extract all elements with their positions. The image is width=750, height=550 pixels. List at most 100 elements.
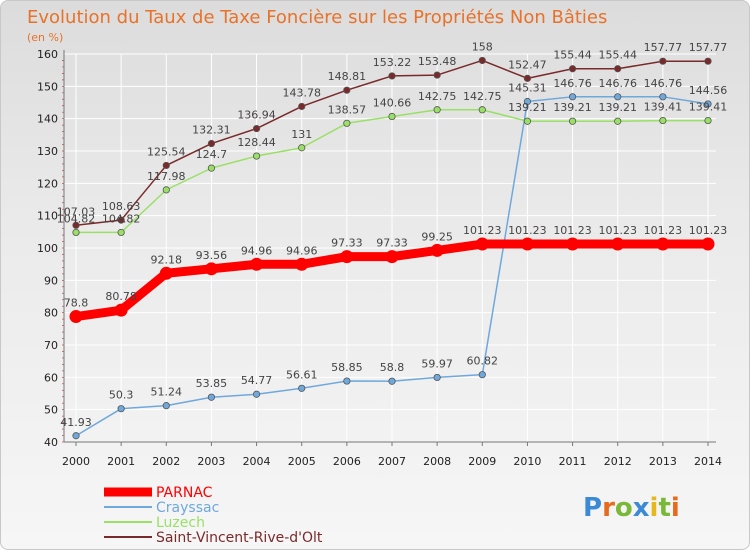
data-label: 144.56 (689, 84, 728, 97)
series-point-Luzech (614, 117, 622, 125)
x-tick-label: 2013 (649, 455, 677, 468)
data-label: 107.03 (57, 205, 96, 218)
data-label: 139.21 (508, 101, 547, 114)
data-label: 94.96 (241, 244, 273, 257)
data-label: 138.57 (328, 103, 367, 116)
series-point-Saint-Vincent-Rive-d'Olt (478, 56, 486, 65)
series-point-Crayssac (433, 373, 441, 382)
series-point-Luzech (388, 112, 396, 121)
data-label: 157.77 (689, 41, 728, 54)
data-label: 93.56 (196, 249, 228, 262)
series-point-Luzech (478, 106, 486, 114)
series-point-PARNAC (520, 237, 534, 251)
x-tick-label: 2005 (288, 455, 316, 468)
data-label: 101.23 (598, 224, 637, 237)
x-tick-label: 2008 (423, 455, 451, 468)
data-label: 104.82 (102, 212, 141, 225)
series-point-PARNAC (566, 237, 580, 251)
data-label: 117.98 (147, 170, 186, 183)
data-label: 99.25 (421, 230, 453, 243)
series-point-Luzech (659, 116, 667, 125)
data-label: 142.75 (418, 90, 457, 103)
data-label: 101.23 (644, 224, 683, 237)
series-point-Crayssac (614, 93, 622, 101)
y-tick-label: 60 (44, 371, 58, 384)
data-label: 101.23 (508, 224, 547, 237)
data-label: 97.33 (376, 237, 408, 250)
data-label: 143.78 (282, 86, 321, 99)
data-label: 94.96 (286, 244, 318, 257)
series-point-Saint-Vincent-Rive-d'Olt (704, 57, 712, 65)
data-label: 101.23 (463, 224, 502, 237)
data-label: 104.82 (57, 212, 96, 225)
series-point-Crayssac (298, 384, 306, 392)
series-point-Crayssac (704, 100, 712, 108)
series-point-Luzech (162, 186, 170, 194)
data-label: 56.61 (286, 368, 318, 381)
series-point-PARNAC (611, 237, 625, 251)
x-tick-label: 2002 (152, 455, 180, 468)
series-group (69, 56, 715, 440)
series-point-Crayssac (568, 93, 577, 101)
series-point-Luzech (568, 117, 577, 125)
y-tick-label: 40 (44, 436, 58, 449)
data-label: 92.18 (151, 253, 183, 266)
x-tick-label: 2006 (333, 455, 361, 468)
series-point-Luzech (298, 144, 306, 152)
data-label: 80.78 (105, 290, 137, 303)
legend-label-Crayssac: Crayssac (156, 500, 219, 516)
legend-label-PARNAC: PARNAC (156, 485, 213, 501)
data-label: 58.8 (380, 361, 405, 374)
series-point-PARNAC (250, 257, 264, 271)
x-tick-label: 2012 (604, 455, 632, 468)
data-label: 146.76 (553, 77, 592, 90)
data-label: 136.94 (237, 109, 276, 122)
series-point-Saint-Vincent-Rive-d'Olt (252, 124, 261, 133)
series-point-Saint-Vincent-Rive-d'Olt (207, 139, 216, 148)
data-label: 101.23 (689, 224, 728, 237)
data-label: 128.44 (237, 136, 276, 149)
data-label: 101.23 (553, 224, 592, 237)
y-tick-label: 100 (37, 242, 58, 255)
series-point-PARNAC (701, 237, 715, 251)
data-label: 155.44 (598, 49, 637, 62)
series-point-Crayssac (659, 93, 667, 101)
data-label: 145.31 (508, 81, 547, 94)
chart-title: Evolution du Taux de Taxe Foncière sur l… (27, 7, 607, 28)
data-label: 139.41 (689, 101, 728, 114)
data-label: 152.47 (508, 58, 547, 71)
data-label: 139.41 (644, 101, 683, 114)
legend-label-Saint-Vincent-Rive-d'Olt: Saint-Vincent-Rive-d'Olt (156, 530, 323, 546)
series-point-PARNAC (656, 237, 670, 251)
y-tick-label: 80 (44, 307, 58, 320)
series-point-PARNAC (69, 310, 83, 324)
data-label: 50.3 (109, 389, 134, 402)
series-point-Crayssac (478, 371, 486, 379)
data-label: 158 (472, 40, 493, 53)
series-point-Crayssac (252, 390, 261, 398)
series-point-PARNAC (340, 250, 354, 264)
data-label: 108.63 (102, 200, 141, 213)
series-point-Saint-Vincent-Rive-d'Olt (298, 102, 306, 111)
data-label: 139.21 (553, 101, 592, 114)
chart-subtitle: (en %) (27, 31, 63, 44)
legend-label-Luzech: Luzech (156, 515, 205, 531)
x-tick-label: 2007 (378, 455, 406, 468)
series-point-Saint-Vincent-Rive-d'Olt (162, 161, 170, 170)
data-label: 139.21 (598, 101, 637, 114)
x-tick-label: 2014 (694, 455, 722, 468)
series-point-Luzech (117, 228, 125, 237)
x-tick-label: 2011 (559, 455, 587, 468)
series-point-PARNAC (385, 250, 399, 264)
y-tick-labels: 40 50 60 70 80 90 100 110 120 130 140 150 160 (37, 48, 58, 449)
x-tick-label: 2001 (107, 455, 135, 468)
y-tick-label: 130 (37, 145, 58, 158)
data-label: 146.76 (598, 77, 637, 90)
data-label: 153.48 (418, 55, 457, 68)
series-point-Luzech (523, 117, 532, 125)
series-point-Saint-Vincent-Rive-d'Olt (614, 65, 622, 73)
data-label: 146.76 (644, 77, 683, 90)
series-point-Saint-Vincent-Rive-d'Olt (433, 71, 441, 79)
series-point-Luzech (207, 164, 216, 172)
y-tick-label: 140 (37, 113, 58, 126)
